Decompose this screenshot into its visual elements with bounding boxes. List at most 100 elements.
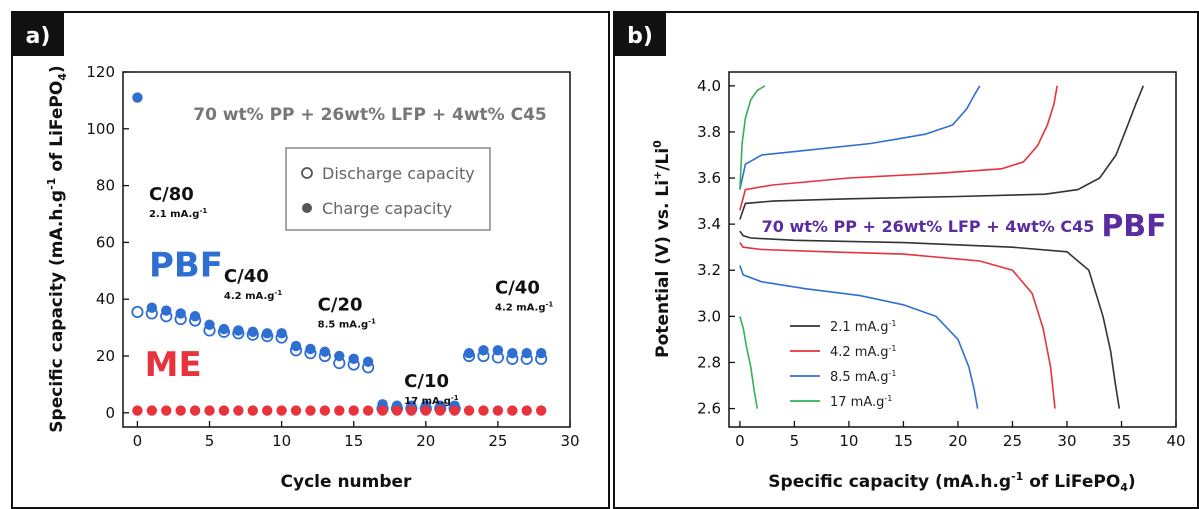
group-label-pbf: PBF (149, 245, 223, 285)
rate-label: C/40 (224, 266, 269, 287)
legend-discharge-label: Discharge capacity (322, 164, 475, 183)
rate-label: C/10 (404, 371, 449, 392)
x-tick-label: 25 (1003, 432, 1022, 450)
me-point (507, 405, 518, 416)
me-point (261, 405, 273, 416)
panel-a-frame (11, 11, 610, 509)
x-tick-label: 0 (133, 432, 143, 450)
charge-point (161, 305, 172, 316)
rate-current-label: 2.1 mA.g-1 (149, 207, 207, 220)
legend-label: 8.5 mA.g-1 (830, 369, 897, 385)
charge-point (233, 325, 244, 336)
y-tick-label: 3.4 (697, 215, 721, 233)
y-tick-label: 60 (96, 233, 115, 251)
discharge-curve (739, 242, 1056, 409)
group-label-me: ME (145, 345, 202, 385)
panel-a-label: a) (26, 24, 51, 49)
x-tick-label: 30 (1057, 432, 1076, 450)
charge-curve (739, 85, 981, 190)
discharge-curve (739, 265, 979, 409)
x-tick-label: 10 (839, 432, 858, 450)
x-tick-label: 5 (790, 432, 800, 450)
legend-label: 17 mA.g-1 (830, 394, 892, 410)
y-tick-label: 0 (105, 404, 115, 422)
me-point (146, 405, 158, 416)
charge-curve (739, 85, 1145, 220)
panel-b-label: b) (627, 24, 653, 49)
me-point (406, 405, 417, 416)
me-point (247, 405, 258, 416)
charge-point (290, 340, 302, 352)
charge-point (521, 347, 532, 359)
x-tick-label: 15 (894, 432, 913, 450)
charge-point (362, 356, 374, 367)
charge-point (478, 345, 489, 356)
plot-b-xlabel: Specific capacity (mA.h.g-1 of LiFePO4) (768, 470, 1135, 494)
plot-b-annotation: 70 wt% PP + 26wt% LFP + 4wt% C45 (762, 217, 1095, 236)
plot-a-legend-box (285, 147, 491, 231)
me-point (290, 405, 302, 416)
x-tick-label: 25 (488, 432, 507, 450)
charge-point (261, 328, 273, 339)
me-point (319, 405, 331, 416)
charge-point (175, 308, 186, 319)
me-point (478, 405, 489, 416)
charge-point (146, 302, 158, 313)
charge-point (189, 311, 201, 322)
rate-current-label: 4.2 mA.g-1 (224, 289, 282, 302)
charge-curve (739, 85, 1058, 211)
charge-point (305, 343, 316, 355)
x-tick-label: 10 (272, 432, 291, 450)
me-point (377, 405, 388, 416)
panel-b-frame (613, 11, 1199, 509)
charge-point (276, 328, 287, 339)
y-tick-label: 3.0 (697, 307, 721, 325)
y-tick-label: 2.8 (697, 353, 721, 371)
me-point (435, 405, 446, 416)
me-point (233, 405, 244, 416)
plot-a-axes (122, 71, 571, 428)
plot-a-annotation: 70 wt% PP + 26wt% LFP + 4wt% C45 (193, 105, 547, 125)
y-tick-label: 2.6 (697, 400, 721, 418)
me-point (175, 405, 186, 416)
x-tick-label: 5 (205, 432, 215, 450)
x-tick-label: 40 (1166, 432, 1185, 450)
me-point (362, 405, 374, 416)
charge-point (535, 347, 547, 359)
y-tick-label: 120 (86, 63, 115, 81)
me-point (132, 405, 143, 416)
charge-point (247, 326, 258, 338)
charge-point (319, 346, 331, 357)
plot-b: 0 5 10 15 20 25 30 35 40 2.6 2.8 3.0 3.2 3.4 3.6 3.8 4.0… (651, 71, 1186, 494)
charge-point (204, 319, 215, 330)
plot-b-series (739, 85, 1145, 409)
y-tick-label: 4.0 (697, 77, 721, 95)
me-point (218, 405, 230, 416)
x-tick-label: 20 (416, 432, 435, 450)
me-point (189, 405, 201, 416)
legend-label: 2.1 mA.g-1 (830, 319, 897, 335)
x-tick-label: 15 (344, 432, 363, 450)
plot-a-series (131, 92, 548, 416)
discharge-curve (739, 316, 759, 409)
charge-curve (739, 85, 766, 190)
rate-current-label: 8.5 mA.g-1 (318, 318, 376, 331)
rate-current-label: 17 mA.g-1 (404, 394, 459, 407)
rate-current-label: 4.2 mA.g-1 (495, 301, 553, 314)
plot-b-ticks: 0 5 10 15 20 25 30 35 40 2.6 2.8 3.0 3.2 3.4 3.6 3.8 4.0 (697, 77, 1185, 450)
y-tick-label: 100 (86, 120, 115, 138)
y-tick-label: 20 (96, 347, 115, 365)
me-point (305, 405, 316, 416)
plot-a-rate-labels: PBF ME C/80 2.1 mA.g-1 C/40 4.2 mA.g-1 C/20 8.5… (145, 184, 554, 407)
me-point (161, 405, 172, 416)
plot-a-ylabel: Specific capacity (mA.h.g-1 of LiFePO4) (45, 65, 69, 432)
y-tick-label: 3.2 (697, 261, 721, 279)
x-tick-label: 35 (1112, 432, 1131, 450)
plot-a: 0 5 10 15 20 25 30 0 20 40 60 80 100 120 70 wt% PP + … (45, 63, 580, 492)
me-point (334, 405, 345, 416)
me-point (521, 405, 532, 416)
charge-point (348, 353, 359, 365)
me-point (391, 405, 403, 416)
me-point (449, 405, 460, 416)
